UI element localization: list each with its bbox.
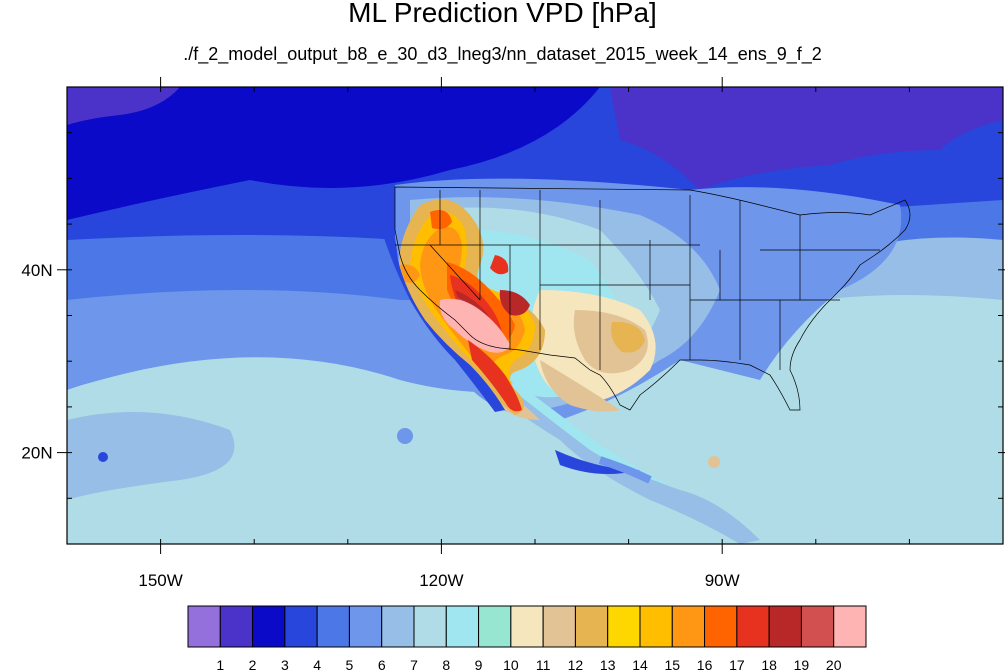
boundaries <box>394 186 911 411</box>
colorbar-swatch <box>316 605 350 648</box>
colorbar-label: 15 <box>664 657 680 672</box>
colorbar-swatch <box>574 605 609 648</box>
colorbar-swatch <box>639 605 673 648</box>
colorbar-swatch <box>671 605 706 648</box>
colorbar-label: 18 <box>761 657 777 672</box>
colorbar-swatch <box>833 605 867 648</box>
colorbar-swatch <box>510 605 544 648</box>
lat-tick-label: 40N <box>21 261 52 280</box>
colorbar-label: 1 <box>216 657 224 672</box>
colorbar-swatch <box>768 605 802 648</box>
colorbar-label: 7 <box>410 657 418 672</box>
axis-labels: 150W 120W 90W 40N 20N <box>21 261 739 590</box>
colorbar-swatch <box>252 605 286 648</box>
colorbar-swatch <box>381 605 415 648</box>
colorbar-label: 14 <box>632 657 648 672</box>
colorbar-swatch <box>800 605 835 648</box>
lon-tick-label: 150W <box>138 571 182 590</box>
colorbar-label: 2 <box>249 657 257 672</box>
colorbar-swatch <box>348 605 383 648</box>
lat-tick-label: 20N <box>21 444 52 463</box>
map-title: ML Prediction VPD [hPa] <box>348 0 657 28</box>
colorbar-swatch <box>736 605 770 648</box>
colorbar-label: 4 <box>313 657 321 672</box>
colorbar-swatch <box>187 605 221 648</box>
colorbar-label: 5 <box>346 657 354 672</box>
lon-tick-label: 90W <box>705 571 740 590</box>
colorbar-swatch <box>607 605 641 648</box>
lon-tick-label: 120W <box>419 571 463 590</box>
colorbar-label: 19 <box>794 657 810 672</box>
vpd-field <box>67 87 1003 544</box>
map-subtitle: ./f_2_model_output_b8_e_30_d3_lneg3/nn_d… <box>183 44 822 64</box>
colorbar-swatch <box>219 605 254 648</box>
colorbar-label: 8 <box>442 657 450 672</box>
colorbar-label: 10 <box>503 657 519 672</box>
colorbar: 1 2 3 4 5 6 7 8 9 10 11 12 13 14 15 16 17 18 19 20 <box>187 605 867 672</box>
colorbar-label: 20 <box>826 657 842 672</box>
colorbar-swatch <box>445 605 480 648</box>
colorbar-swatch <box>413 605 447 648</box>
axis-ticks <box>57 77 1005 554</box>
colorbar-swatch <box>478 605 512 648</box>
colorbar-swatch <box>284 605 318 648</box>
colorbar-label: 16 <box>697 657 713 672</box>
colorbar-label: 17 <box>729 657 745 672</box>
colorbar-label: 9 <box>475 657 483 672</box>
colorbar-label: 12 <box>568 657 584 672</box>
colorbar-label: 13 <box>600 657 616 672</box>
colorbar-label: 11 <box>536 657 551 672</box>
colorbar-swatch <box>542 605 576 648</box>
colorbar-swatch <box>704 605 738 648</box>
colorbar-label: 6 <box>378 657 386 672</box>
colorbar-label: 3 <box>281 657 289 672</box>
